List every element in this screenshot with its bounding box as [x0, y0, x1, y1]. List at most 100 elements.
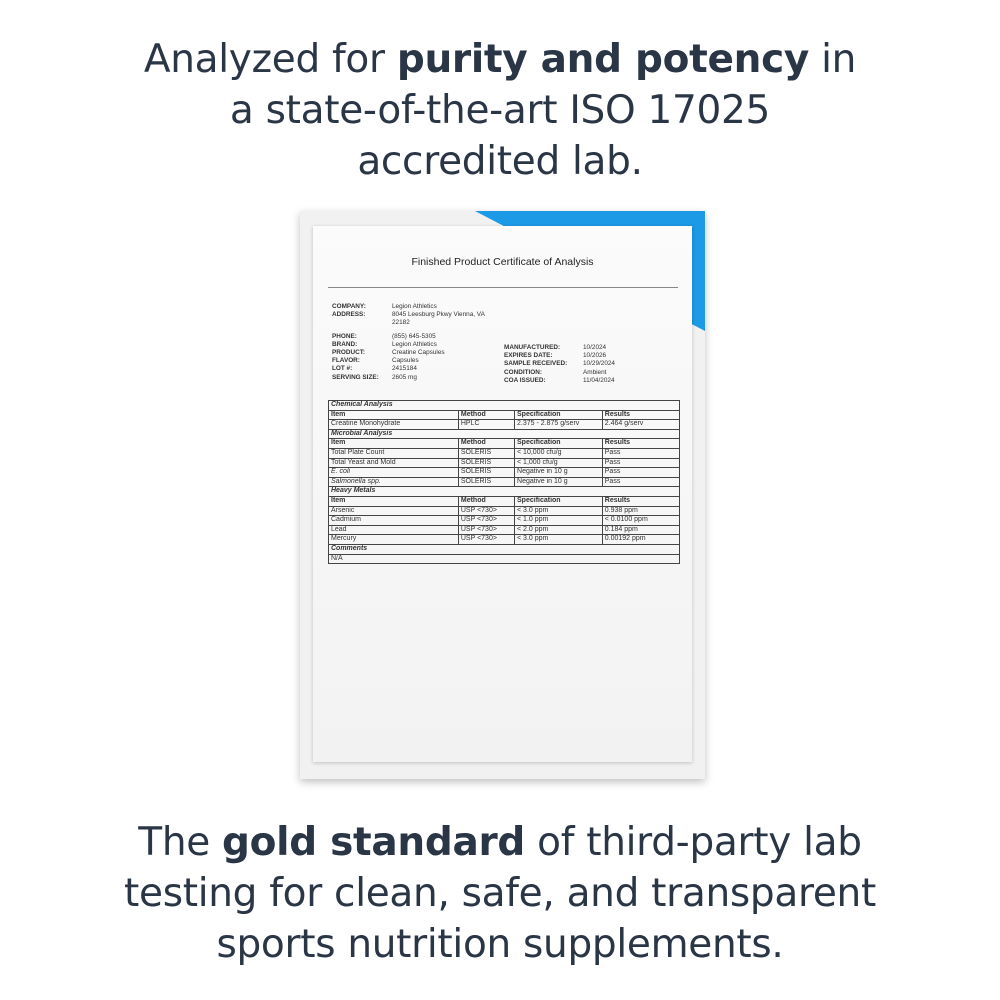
table-row: Total Plate Count SOLERIS < 10,000 cfu/g Pa… [328, 447, 681, 459]
analysis-table: Chemical Analysis Item Method Specification… [328, 400, 681, 565]
table-cell: Item [328, 495, 459, 507]
info-label: SERVING SIZE: [332, 373, 379, 381]
table-cell: Mercury [328, 534, 459, 545]
table-row: Cadmium USP <730> < 1.0 ppm < 0.0100 ppm [328, 515, 681, 526]
section-title: Chemical Analysis [328, 400, 680, 411]
table-cell: Cadmium [328, 515, 459, 526]
section-title: Microbial Analysis [328, 428, 680, 440]
header-row: Item Method Specification Results [328, 438, 681, 449]
table-cell: 0.938 ppm [601, 505, 681, 517]
info-label: FLAVOR: [332, 357, 360, 365]
table-cell: USP <730> [457, 515, 516, 526]
certificate-document: Finished Product Certificate of Analysis… [313, 226, 692, 762]
table-cell: Specification [514, 438, 603, 449]
table-row: Mercury USP <730> < 3.0 ppm 0.00192 ppm [328, 534, 681, 545]
table-cell: Negative in 10 g [514, 476, 603, 488]
table-cell: Method [457, 409, 516, 421]
info-label: PHONE: [332, 332, 357, 340]
table-cell: USP <730> [457, 524, 516, 536]
table-cell: Pass [601, 476, 681, 488]
section-header: Microbial Analysis [328, 428, 680, 440]
info-label: EXPIRES DATE: [504, 352, 553, 360]
info-value: 11/04/2024 [583, 376, 615, 384]
headline-bottom: The gold standard of third-party lab tes… [124, 820, 876, 967]
table-row: Arsenic USP <730> < 3.0 ppm 0.938 ppm [328, 505, 681, 517]
info-label: COMPANY: [332, 303, 366, 310]
info-label: BRAND: [332, 340, 358, 348]
table-cell: HPLC [457, 419, 516, 430]
table-cell: Negative in 10 g [514, 467, 603, 478]
info-label: SAMPLE RECEIVED: [504, 360, 568, 368]
table-cell: 2.375 - 2.875 g/serv [514, 419, 603, 430]
info-label: CONDITION: [504, 368, 542, 376]
table-cell: Results [601, 438, 681, 449]
info-value: Legion Athletics [392, 340, 437, 348]
table-cell: Results [601, 409, 681, 421]
table-cell: Method [457, 438, 516, 449]
table-cell: Total Yeast and Mold [328, 457, 459, 469]
info-row: LOT #: 2415184 [332, 365, 485, 373]
info-value: 2605 mg [392, 373, 417, 381]
product-dates-info: MANUFACTURED: 10/2024 EXPIRES DATE: 10/2026… [504, 344, 615, 385]
table-cell: < 3.0 ppm [514, 534, 603, 545]
table-cell: USP <730> [457, 534, 516, 545]
company-info: COMPANY: Legion Athletics ADDRESS: 8045 Lee… [332, 303, 485, 382]
table-row: E. coli SOLERIS Negative in 10 g Pass [328, 467, 681, 478]
table-cell: SOLERIS [457, 467, 516, 478]
info-value: Creatine Capsules [392, 349, 445, 357]
table-cell: Lead [328, 524, 459, 536]
info-row: MANUFACTURED: 10/2024 [504, 344, 615, 352]
info-row: SAMPLE RECEIVED: 10/29/2024 [504, 360, 615, 368]
section-title: Comments [328, 543, 680, 555]
table-cell: SOLERIS [457, 457, 516, 469]
info-value: 22182 [392, 319, 410, 327]
info-label: ADDRESS: [332, 311, 366, 319]
table-cell: < 0.0100 ppm [601, 515, 681, 526]
table-cell: Item [328, 409, 459, 421]
header-row: Item Method Specification Results [328, 495, 681, 507]
table-cell: Pass [601, 467, 681, 478]
info-row: COA ISSUED: 11/04/2024 [504, 377, 615, 385]
info-value: Legion Athletics [392, 303, 437, 310]
info-row: PHONE: (855) 645-5305 [332, 333, 485, 341]
table-row: Lead USP <730> < 2.0 ppm 0.184 ppm [328, 524, 681, 536]
table-cell: < 1.0 ppm [514, 515, 603, 526]
document-title: Finished Product Certificate of Analysis [411, 256, 594, 268]
info-value: 8045 Leesburg Pkwy Vienna, VA [392, 311, 485, 319]
comments-row: N/A [328, 553, 680, 565]
info-row: ADDRESS: 8045 Leesburg Pkwy Vienna, VA [332, 311, 485, 319]
table-cell: E. coli [328, 467, 459, 478]
table-cell: 0.184 ppm [601, 524, 681, 536]
table-cell: < 1,000 cfu/g [514, 457, 603, 469]
table-row: Salmonella spp. SOLERIS Negative in 10 g Pa… [328, 476, 681, 488]
table-row: Total Yeast and Mold SOLERIS < 1,000 cfu/g… [328, 457, 681, 469]
section-header: Heavy Metals [328, 486, 680, 497]
table-cell: Method [457, 495, 516, 507]
comments-value: N/A [328, 553, 680, 565]
info-row: 22182 [332, 319, 485, 327]
table-cell: Item [328, 438, 459, 449]
info-label: PRODUCT: [332, 349, 366, 357]
table-cell: 0.00192 ppm [601, 534, 681, 545]
table-cell: Specification [514, 495, 603, 507]
info-value: Ambient [583, 368, 607, 376]
header-row: Item Method Specification Results [328, 409, 681, 421]
table-cell: Salmonella spp. [328, 476, 459, 488]
table-cell: Total Plate Count [328, 447, 459, 459]
table-cell: USP <730> [457, 505, 516, 517]
info-value: Capsules [392, 357, 419, 365]
info-value: 10/2026 [583, 352, 607, 360]
table-cell: Creatine Monohydrate [328, 419, 459, 430]
headline-top: Analyzed for purity and potency in a sta… [143, 37, 857, 184]
info-value: (855) 645-5305 [392, 332, 436, 340]
table-row: Creatine Monohydrate HPLC 2.375 - 2.875 g/… [328, 419, 681, 430]
section-title: Heavy Metals [328, 486, 680, 497]
table-cell: Pass [601, 457, 681, 469]
table-cell: < 10,000 cfu/g [514, 447, 603, 459]
info-label: MANUFACTURED: [504, 344, 561, 351]
table-cell: SOLERIS [457, 447, 516, 459]
section-header: Chemical Analysis [328, 400, 680, 411]
info-label: LOT #: [332, 365, 353, 373]
table-cell: Specification [514, 409, 603, 421]
info-row: PRODUCT: Creatine Capsules [332, 349, 485, 357]
